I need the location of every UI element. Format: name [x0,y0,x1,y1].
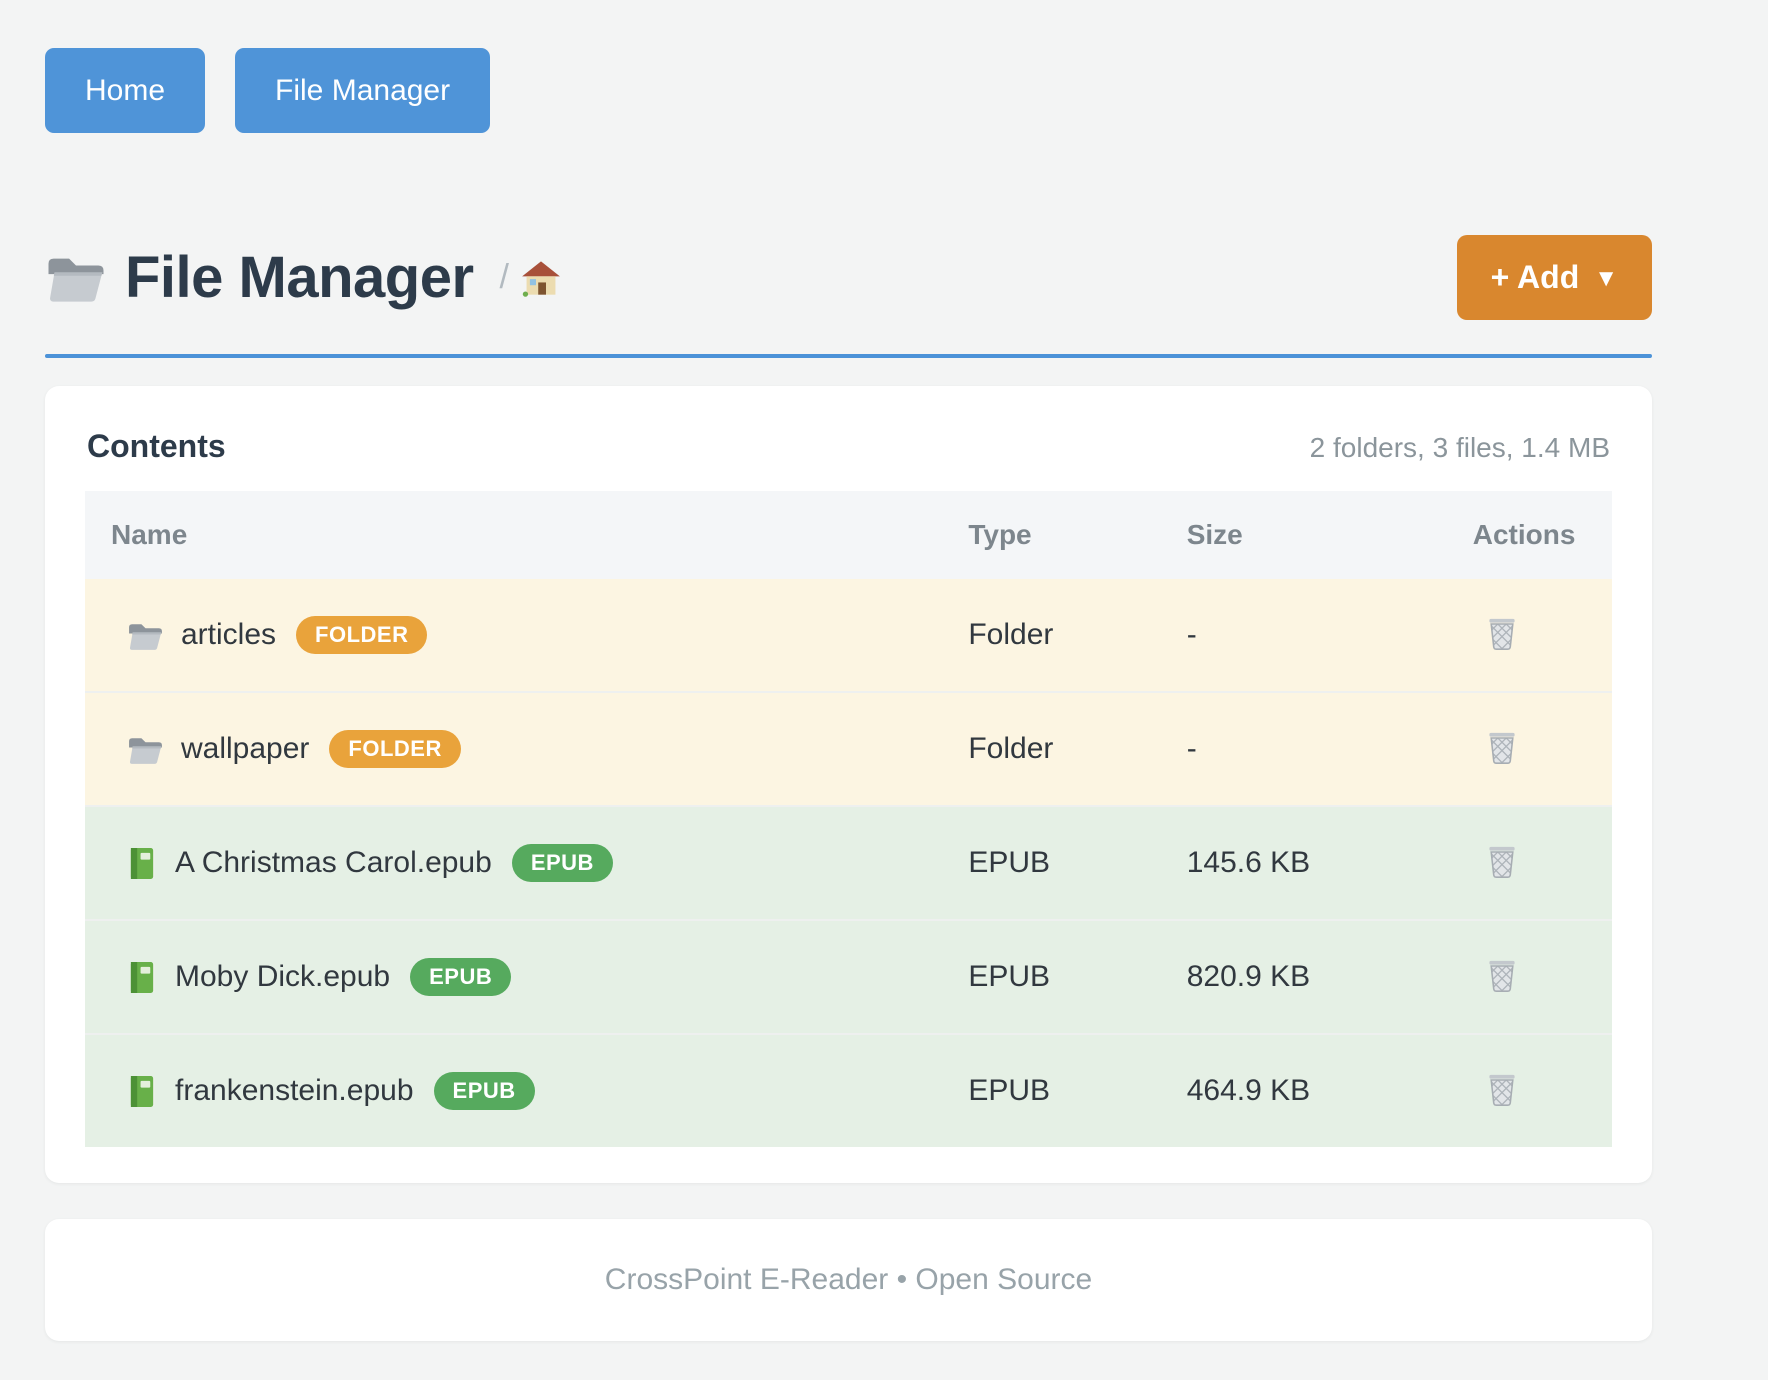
size-cell: - [1170,579,1455,692]
title-group: File Manager / [45,244,561,311]
table-row: frankenstein.epub EPUB EPUB 464.9 KB [85,1033,1612,1147]
trash-icon [1485,843,1519,879]
column-header-name: Name [85,491,953,579]
home-icon[interactable] [521,259,561,297]
trash-icon [1485,1071,1519,1107]
delete-button[interactable] [1481,839,1523,883]
size-cell: 464.9 KB [1170,1033,1455,1147]
nav-file-manager-button[interactable]: File Manager [235,48,491,133]
page-content: Home File Manager File Manager / + Add ▼… [45,48,1652,1341]
footer-text: CrossPoint E-Reader • Open Source [604,1263,1093,1296]
epub-badge: EPUB [433,1072,535,1110]
type-cell: EPUB [952,919,1171,1034]
contents-card-header: Contents 2 folders, 3 files, 1.4 MB [85,428,1612,465]
table-row: A Christmas Carol.epub EPUB EPUB 145.6 K… [85,805,1612,920]
type-cell: Folder [952,691,1171,806]
size-cell: 145.6 KB [1170,805,1455,920]
delete-button[interactable] [1481,611,1523,655]
contents-card: Contents 2 folders, 3 files, 1.4 MB Name… [45,386,1652,1183]
footer-card: CrossPoint E-Reader • Open Source [45,1219,1652,1341]
table-row: articles FOLDER Folder - [85,579,1612,692]
book-icon [127,1074,158,1109]
table-row: Moby Dick.epub EPUB EPUB 820.9 KB [85,919,1612,1034]
book-icon [127,960,158,995]
add-button[interactable]: + Add ▼ [1456,235,1652,320]
page-title: File Manager [125,245,474,310]
epub-badge: EPUB [410,958,512,996]
type-cell: EPUB [952,805,1171,920]
epub-badge: EPUB [511,844,613,882]
table-row: wallpaper FOLDER Folder - [85,691,1612,806]
delete-button[interactable] [1481,953,1523,997]
chevron-down-icon: ▼ [1594,264,1618,292]
folder-badge: FOLDER [329,730,461,768]
trash-icon [1485,957,1519,993]
item-name-link[interactable]: Moby Dick.epub [175,960,391,993]
size-cell: - [1170,691,1455,806]
add-button-label: + Add [1490,259,1580,295]
title-divider [45,354,1652,358]
contents-summary: 2 folders, 3 files, 1.4 MB [1309,432,1610,463]
size-cell: 820.9 KB [1170,919,1455,1034]
delete-button[interactable] [1481,1067,1523,1111]
item-name-link[interactable]: articles [181,618,277,651]
item-name-link[interactable]: frankenstein.epub [175,1074,414,1107]
folder-badge: FOLDER [296,616,428,654]
type-cell: Folder [952,579,1171,692]
column-header-size: Size [1170,491,1455,579]
breadcrumb-separator: / [499,258,509,296]
column-header-type: Type [952,491,1171,579]
folder-icon [45,250,107,305]
trash-icon [1485,615,1519,651]
top-nav: Home File Manager [45,48,1652,133]
table-header-row: Name Type Size Actions [85,491,1612,579]
item-name-link[interactable]: A Christmas Carol.epub [175,846,492,879]
delete-button[interactable] [1481,725,1523,769]
folder-icon [127,733,164,766]
contents-heading: Contents [87,428,226,464]
item-name-link[interactable]: wallpaper [181,732,310,765]
file-table: Name Type Size Actions articles FOLDER F… [85,491,1612,1147]
folder-icon [127,619,164,652]
trash-icon [1485,729,1519,765]
page-header: File Manager / + Add ▼ [45,235,1652,320]
type-cell: EPUB [952,1033,1171,1147]
nav-home-button[interactable]: Home [45,48,206,133]
book-icon [127,846,158,881]
column-header-actions: Actions [1454,491,1612,579]
